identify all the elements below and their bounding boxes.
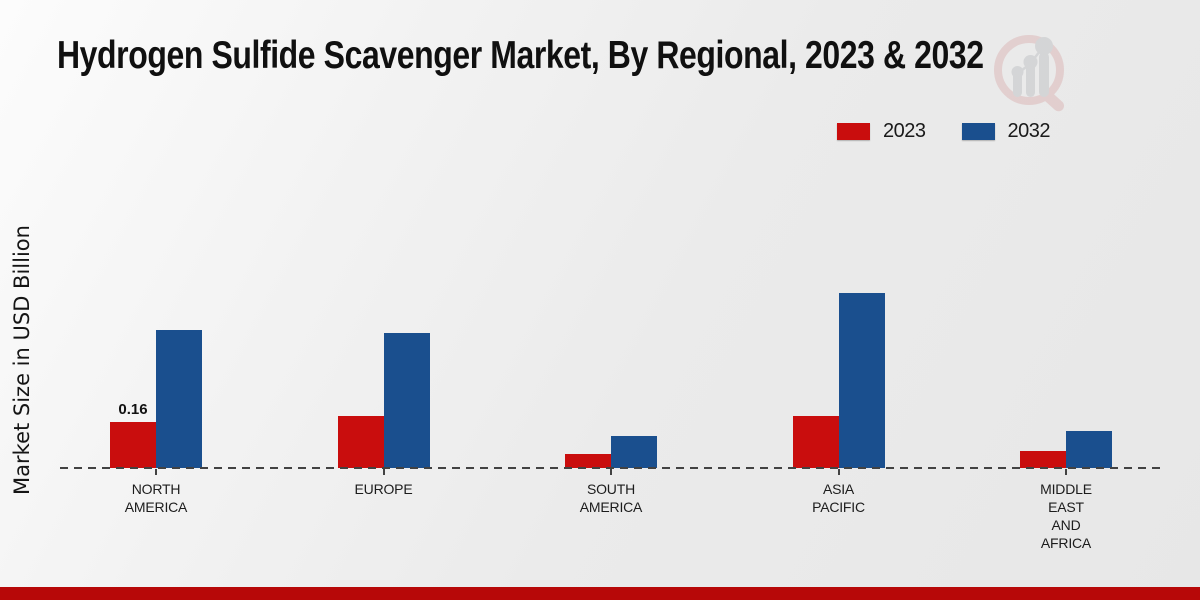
legend-item-2023: 2023: [837, 120, 926, 143]
bar-2023-south-america: [565, 454, 611, 468]
x-tick-label-line: AND: [1051, 517, 1081, 533]
market-research-future-logo-icon: [994, 35, 1065, 112]
bar-2023-middle-east-and-africa: [1020, 451, 1066, 468]
x-tick-label-north-america: NORTH AMERICA: [86, 480, 226, 516]
x-tick-label-line: AFRICA: [1040, 535, 1092, 551]
bar-2032-asia-pacific: [838, 293, 885, 468]
x-tick-label-line: SOUTH: [586, 481, 635, 497]
x-tick-label-line: EUROPE: [354, 481, 413, 497]
x-axis-line: [60, 467, 1165, 469]
x-axis-tick-asia-pacific: [837, 469, 840, 475]
x-axis-tick-europe: [382, 469, 385, 475]
x-tick-label-middle-east-and-africa: MIDDLE EAST AND AFRICA: [996, 480, 1136, 552]
x-axis-tick-north-america: [155, 469, 157, 475]
x-tick-label-south-america: SOUTH AMERICA: [541, 480, 681, 516]
legend-item-2032: 2032: [961, 120, 1051, 143]
x-tick-label-line: PACIFIC: [812, 499, 865, 515]
bar-2023-europe: [337, 416, 384, 468]
legend-label-2032: 2032: [1007, 120, 1051, 142]
x-tick-label-europe: EUROPE: [314, 480, 454, 498]
footer-accent-bar: [0, 587, 1200, 600]
legend: 2023 2032: [837, 120, 1050, 143]
bar-value-label-2023-north-america: 0.16: [118, 401, 148, 418]
x-tick-label-line: ASIA: [822, 481, 855, 497]
x-tick-label-line: AMERICA: [579, 499, 643, 515]
x-axis-tick-south-america: [610, 469, 612, 475]
bar-2023-north-america: [110, 422, 156, 468]
x-tick-label-line: NORTH: [131, 481, 181, 497]
x-tick-label-asia-pacific: ASIA PACIFIC: [769, 480, 909, 516]
x-tick-label-line: EAST: [1048, 499, 1084, 515]
chart-title: Hydrogen Sulfide Scavenger Market, By Re…: [57, 34, 984, 77]
legend-label-2023: 2023: [883, 120, 926, 142]
legend-swatch-2032-icon: [961, 123, 995, 140]
bar-2032-south-america: [611, 436, 657, 468]
bar-2032-europe: [383, 333, 430, 468]
x-axis-tick-middle-east-and-africa: [1065, 469, 1067, 475]
x-tick-label-line: AMERICA: [124, 499, 188, 515]
bar-2032-north-america: [156, 330, 202, 468]
x-tick-label-line: MIDDLE: [1040, 481, 1092, 497]
legend-swatch-2023-icon: [837, 123, 870, 140]
bar-2032-middle-east-and-africa: [1066, 431, 1112, 468]
y-axis-label: Market Size in USD Billion: [10, 225, 34, 495]
bar-2023-asia-pacific: [792, 416, 839, 468]
